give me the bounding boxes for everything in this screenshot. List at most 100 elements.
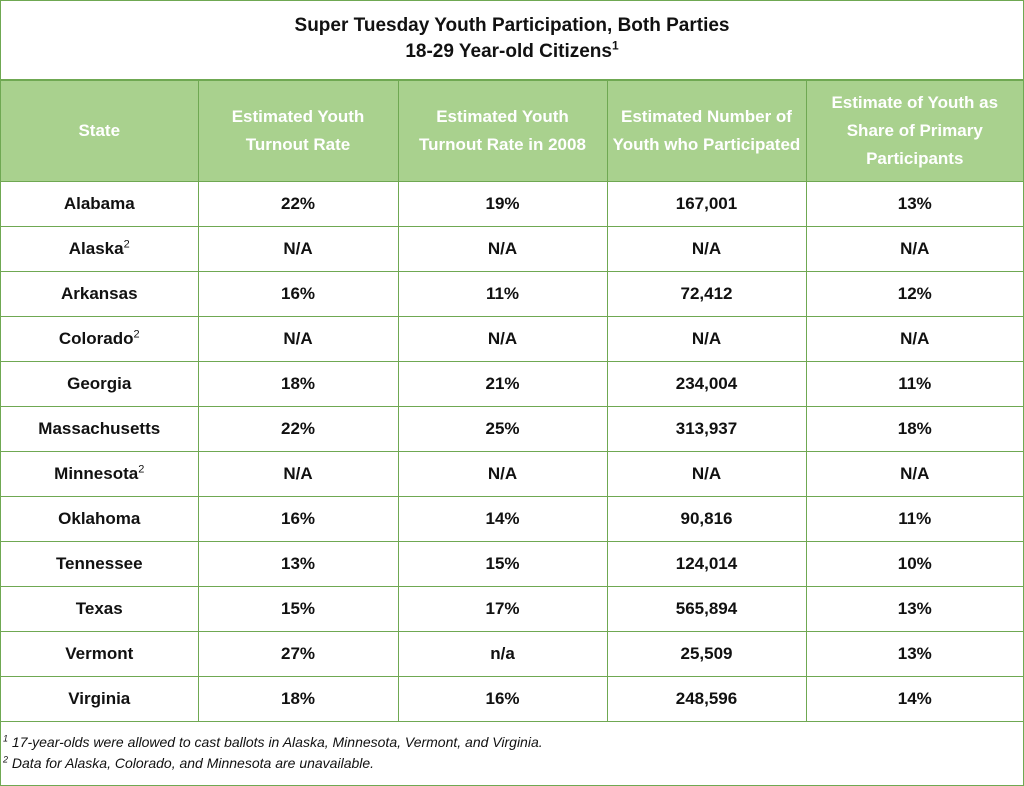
state-name: Texas [75,599,123,618]
title-line-2: 18-29 Year-old Citizens1 [1,39,1023,65]
column-header-state: State [1,81,199,182]
number-participated-cell: 234,004 [606,361,807,407]
table-row: Minnesota2 N/A N/A N/A N/A [1,451,1023,497]
turnout-rate-cell: N/A [197,226,399,272]
column-header-turnout-rate-2008: Estimated Youth Turnout Rate in 2008 [397,81,608,182]
table-body: Alabama 22% 19% 167,001 13% Alaska2 N/A N/A N/A N… [1,181,1023,722]
turnout-rate-cell: N/A [197,316,399,362]
state-footnote-mark: 2 [138,463,145,476]
table-row: Tennessee 13% 15% 124,014 10% [1,541,1023,587]
state-cell: Colorado2 [1,316,199,362]
number-participated-cell: N/A [606,316,807,362]
table-row: Vermont 27% n/a 25,509 13% [1,631,1023,677]
table-row: Colorado2 N/A N/A N/A N/A [1,316,1023,362]
state-name: Alaska [68,239,124,258]
column-header-number-participated: Estimated Number of Youth who Participat… [606,81,807,182]
number-participated-cell: 313,937 [606,406,807,452]
state-cell: Alabama [1,181,199,227]
turnout-rate-2008-cell: 14% [397,496,608,542]
turnout-rate-cell: 13% [197,541,399,587]
number-participated-cell: N/A [606,451,807,497]
number-participated-cell: 167,001 [606,181,807,227]
turnout-rate-2008-cell: 25% [397,406,608,452]
table-row: Massachusetts 22% 25% 313,937 18% [1,406,1023,452]
table-row: Georgia 18% 21% 234,004 11% [1,361,1023,407]
state-cell: Minnesota2 [1,451,199,497]
share-cell: 13% [805,181,1023,227]
state-name: Tennessee [55,554,143,573]
turnout-rate-2008-cell: 15% [397,541,608,587]
title-line-2-text: 18-29 Year-old Citizens [405,41,612,62]
title-footnote-mark: 1 [611,38,619,53]
column-header-share-of-participants: Estimate of Youth as Share of Primary Pa… [805,81,1023,182]
footnote-text: 17-year-olds were allowed to cast ballot… [8,734,543,750]
share-cell: N/A [805,316,1023,362]
state-name: Virginia [68,689,131,708]
number-participated-cell: 72,412 [606,271,807,317]
share-cell: 14% [805,676,1023,722]
footnote-1: 1 17-year-olds were allowed to cast ball… [3,732,1023,753]
turnout-rate-2008-cell: N/A [397,451,608,497]
turnout-rate-cell: 22% [197,406,399,452]
turnout-rate-2008-cell: 21% [397,361,608,407]
share-cell: 13% [805,631,1023,677]
state-name: Minnesota [54,464,139,483]
share-cell: 10% [805,541,1023,587]
footnotes: 1 17-year-olds were allowed to cast ball… [1,722,1023,774]
state-footnote-mark: 2 [133,328,140,341]
share-cell: 13% [805,586,1023,632]
footnote-mark: 2 [3,754,9,765]
number-participated-cell: 25,509 [606,631,807,677]
turnout-rate-cell: 27% [197,631,399,677]
state-cell: Arkansas [1,271,199,317]
column-header-turnout-rate: Estimated Youth Turnout Rate [197,81,399,182]
state-cell: Virginia [1,676,199,722]
turnout-rate-cell: 22% [197,181,399,227]
state-name: Alabama [63,194,135,213]
state-footnote-mark: 2 [123,238,130,251]
footnote-text: Data for Alaska, Colorado, and Minnesota… [8,755,375,771]
turnout-rate-cell: 15% [197,586,399,632]
state-name: Oklahoma [58,509,141,528]
title-line-1: Super Tuesday Youth Participation, Both … [294,15,730,36]
turnout-rate-cell: 16% [197,271,399,317]
state-name: Vermont [65,644,134,663]
share-cell: N/A [805,451,1023,497]
table-row: Virginia 18% 16% 248,596 14% [1,676,1023,722]
state-name: Arkansas [60,284,138,303]
state-cell: Alaska2 [1,226,199,272]
state-cell: Tennessee [1,541,199,587]
turnout-rate-2008-cell: N/A [397,316,608,362]
turnout-rate-2008-cell: 17% [397,586,608,632]
table-row: Alaska2 N/A N/A N/A N/A [1,226,1023,272]
footnote-2: 2 Data for Alaska, Colorado, and Minneso… [3,753,1023,774]
state-cell: Vermont [1,631,199,677]
share-cell: 12% [805,271,1023,317]
turnout-rate-2008-cell: 11% [397,271,608,317]
number-participated-cell: 248,596 [606,676,807,722]
share-cell: 11% [805,496,1023,542]
state-name: Colorado [58,329,134,348]
state-name: Georgia [67,374,132,393]
turnout-rate-2008-cell: 16% [397,676,608,722]
footnote-mark: 1 [3,733,9,744]
number-participated-cell: N/A [606,226,807,272]
table-row: Texas 15% 17% 565,894 13% [1,586,1023,632]
turnout-rate-cell: 18% [197,676,399,722]
turnout-rate-2008-cell: 19% [397,181,608,227]
table-row: Arkansas 16% 11% 72,412 12% [1,271,1023,317]
number-participated-cell: 124,014 [606,541,807,587]
data-table: State Estimated Youth Turnout Rate Estim… [1,81,1023,722]
number-participated-cell: 565,894 [606,586,807,632]
table-row: Alabama 22% 19% 167,001 13% [1,181,1023,227]
share-cell: N/A [805,226,1023,272]
turnout-rate-2008-cell: N/A [397,226,608,272]
state-name: Massachusetts [38,419,161,438]
share-cell: 11% [805,361,1023,407]
state-cell: Texas [1,586,199,632]
header-row: State Estimated Youth Turnout Rate Estim… [1,81,1023,182]
turnout-rate-2008-cell: n/a [397,631,608,677]
number-participated-cell: 90,816 [606,496,807,542]
turnout-rate-cell: N/A [197,451,399,497]
